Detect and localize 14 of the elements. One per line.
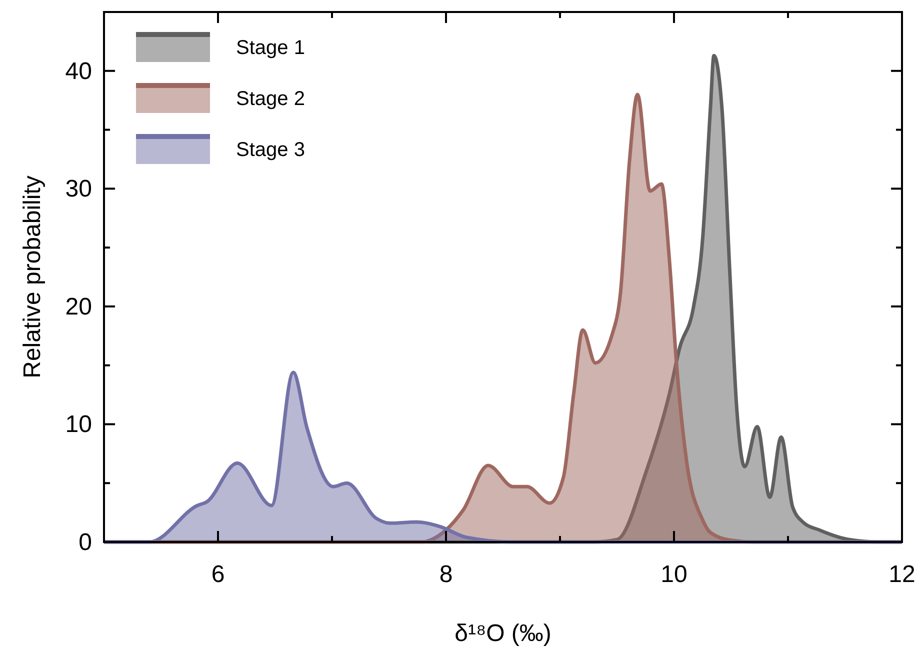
y-axis-title: Relative probability bbox=[19, 176, 46, 378]
y-tick-label: 20 bbox=[65, 293, 92, 320]
x-tick-label: 6 bbox=[211, 561, 225, 588]
x-axis-title: δ¹⁸O (‰) bbox=[454, 620, 552, 647]
y-tick-label: 40 bbox=[65, 58, 92, 85]
legend-label: Stage 2 bbox=[236, 88, 305, 110]
legend-label: Stage 1 bbox=[236, 37, 305, 59]
y-tick-label: 30 bbox=[65, 176, 92, 203]
y-tick-label: 0 bbox=[78, 529, 92, 556]
x-tick-label: 12 bbox=[888, 561, 916, 588]
x-tick-label: 8 bbox=[439, 561, 453, 588]
y-tick-label: 10 bbox=[65, 411, 92, 438]
legend-label: Stage 3 bbox=[236, 139, 305, 161]
x-tick-label: 10 bbox=[660, 561, 688, 588]
